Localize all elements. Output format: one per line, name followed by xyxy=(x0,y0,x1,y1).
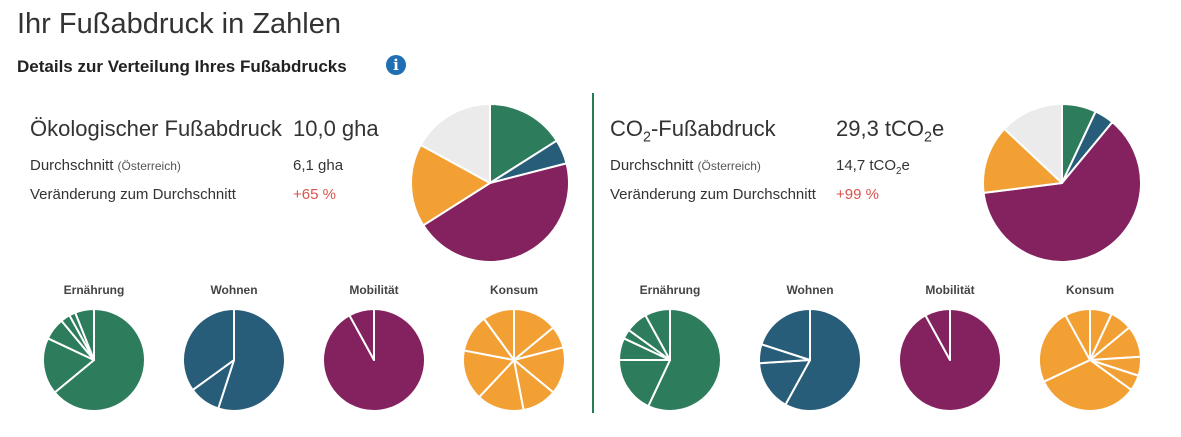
co2-mobilitaet-slice-1 xyxy=(924,308,951,361)
co2-title: CO2-Fußabdruck xyxy=(610,116,776,145)
co2-change-value: +99 % xyxy=(836,186,879,203)
eco-main-pie xyxy=(410,103,570,264)
eco-main-slice-0 xyxy=(489,103,558,184)
eco-main-slice-3 xyxy=(410,143,491,227)
co2-value-sub: 2 xyxy=(924,129,932,146)
co2-main-slice-4 xyxy=(1003,103,1063,184)
co2-title-sub: 2 xyxy=(643,129,651,146)
co2-ernaehrung-slice-0 xyxy=(647,308,722,412)
co2-value: 29,3 tCO2e xyxy=(836,116,944,145)
co2-average-label-text: Durchschnitt xyxy=(610,157,694,174)
eco-konsum-slice-7 xyxy=(483,308,515,361)
co2-wohnen-slice-0 xyxy=(784,308,862,412)
co2-ernaehrung-slice-5 xyxy=(644,308,671,361)
eco-wohnen-slice-2 xyxy=(182,308,235,391)
co2-avg-post: e xyxy=(901,157,910,174)
eco-change-label: Veränderung zum Durchschnitt xyxy=(30,186,236,203)
eco-main-slice-4 xyxy=(419,103,491,184)
co2-average-note: (Österreich) xyxy=(697,159,761,173)
eco-mobilitaet-slice-1 xyxy=(348,308,375,361)
eco-wohnen-pie xyxy=(182,308,286,412)
eco-konsum-pie xyxy=(462,308,566,412)
eco-ernaehrung-slice-0 xyxy=(53,308,146,412)
eco-mobilitaet-pie xyxy=(322,308,426,412)
co2-konsum-slice-5 xyxy=(1042,359,1133,412)
eco-ernaehrung-slice-5 xyxy=(74,308,95,361)
co2-wohnen-pie xyxy=(758,308,862,412)
eco-title: Ökologischer Fußabdruck xyxy=(30,116,282,141)
co2-ernaehrung-pie xyxy=(618,308,722,412)
eco-label-ernaehrung: Ernährung xyxy=(63,283,125,297)
co2-konsum-slice-6 xyxy=(1038,314,1091,383)
eco-label-mobilitaet: Mobilität xyxy=(349,283,399,297)
page-title: Ihr Fußabdruck in Zahlen xyxy=(17,8,341,40)
co2-label-mobilitaet: Mobilität xyxy=(925,283,975,297)
co2-label-ernaehrung: Ernährung xyxy=(639,283,701,297)
co2-main-pie xyxy=(982,103,1142,263)
column-divider xyxy=(592,93,594,413)
co2-title-post: -Fußabdruck xyxy=(650,116,776,141)
eco-ernaehrung-pie xyxy=(42,308,146,412)
co2-average-label: Durchschnitt (Österreich) xyxy=(610,157,761,174)
info-icon[interactable]: i xyxy=(386,55,406,75)
co2-label-wohnen: Wohnen xyxy=(786,283,834,297)
eco-average-label: Durchschnitt (Österreich) xyxy=(30,157,181,174)
co2-wohnen-slice-3 xyxy=(760,308,811,361)
co2-avg-pre: 14,7 tCO xyxy=(836,157,897,174)
co2-main-slice-2 xyxy=(982,121,1142,263)
eco-label-wohnen: Wohnen xyxy=(210,283,258,297)
co2-main-slice-3 xyxy=(982,127,1063,194)
co2-value-pre: 29,3 tCO xyxy=(836,116,925,141)
co2-average-value: 14,7 tCO2e xyxy=(836,157,910,177)
eco-label-konsum: Konsum xyxy=(490,283,538,297)
eco-average-note: (Österreich) xyxy=(117,159,181,173)
eco-average-label-text: Durchschnitt xyxy=(30,157,114,174)
co2-avg-sub: 2 xyxy=(896,166,902,177)
co2-change-label: Veränderung zum Durchschnitt xyxy=(610,186,816,203)
co2-mobilitaet-pie xyxy=(898,308,1002,412)
eco-ernaehrung-slice-1 xyxy=(42,337,95,394)
eco-value: 10,0 gha xyxy=(293,116,379,141)
co2-ernaehrung-slice-1 xyxy=(618,359,671,408)
eco-change-value: +65 % xyxy=(293,186,336,203)
eco-main-slice-2 xyxy=(422,162,570,264)
co2-title-pre: CO xyxy=(610,116,643,141)
eco-average-value: 6,1 gha xyxy=(293,157,344,174)
section-subtitle: Details zur Verteilung Ihres Fußabdrucks xyxy=(17,57,347,76)
co2-konsum-slice-7 xyxy=(1064,308,1091,361)
co2-label-konsum: Konsum xyxy=(1066,283,1114,297)
co2-value-post: e xyxy=(932,116,945,141)
co2-konsum-pie xyxy=(1038,308,1142,412)
